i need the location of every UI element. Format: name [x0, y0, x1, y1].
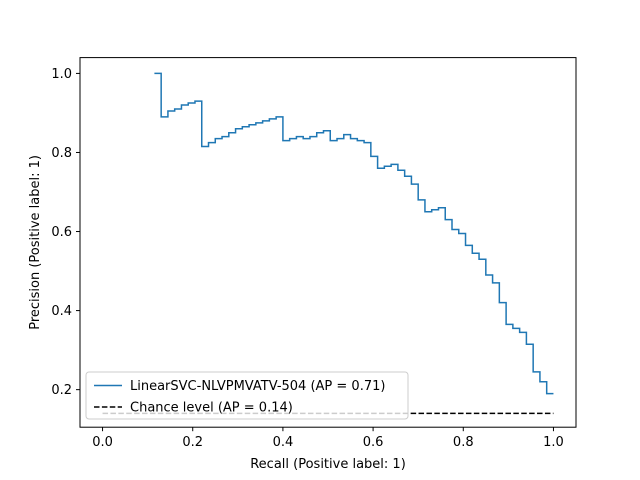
y-tick-label: 1.0 [51, 67, 72, 82]
legend: LinearSVC-NLVPMVATV-504 (AP = 0.71) Chan… [85, 371, 409, 420]
y-axis: 0.2 0.4 0.6 0.8 1.0 [51, 67, 80, 398]
x-tick-label: 0.6 [363, 435, 384, 450]
legend-box [85, 371, 409, 420]
y-tick-label: 0.6 [51, 225, 72, 240]
plot-frame [79, 57, 577, 428]
y-axis-label: Precision (Positive label: 1) [28, 155, 43, 330]
x-tick-label: 1.0 [543, 435, 564, 450]
x-axis-label: Recall (Positive label: 1) [250, 457, 406, 472]
plot-area [102, 72, 554, 415]
legend-label-chance-level: Chance level (AP = 0.14) [130, 401, 293, 416]
precision-recall-curve [154, 72, 554, 395]
legend-label-classifier: LinearSVC-NLVPMVATV-504 (AP = 0.71) [130, 379, 385, 394]
y-tick-label: 0.4 [51, 304, 72, 319]
x-tick-label: 0.2 [182, 435, 203, 450]
x-tick-label: 0.8 [453, 435, 474, 450]
x-tick-label: 0.0 [92, 435, 113, 450]
x-axis: 0.0 0.2 0.4 0.6 0.8 1.0 [92, 427, 564, 450]
y-tick-label: 0.2 [51, 383, 72, 398]
y-tick-label: 0.8 [51, 146, 72, 161]
x-tick-label: 0.4 [273, 435, 294, 450]
